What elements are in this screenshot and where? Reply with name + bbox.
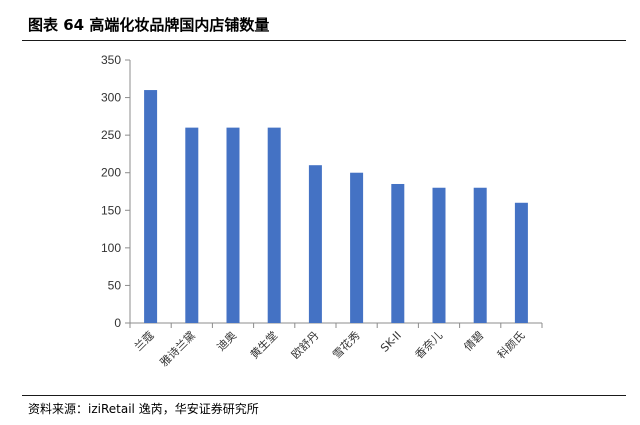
y-axis: 0 50 100 150 200 250 300 350 (101, 53, 131, 330)
y-tick-label: 100 (101, 241, 121, 255)
source-rule (22, 395, 626, 396)
x-tick-label: 倩碧 (462, 329, 487, 354)
bar (391, 183, 405, 323)
y-tick-label: 0 (114, 316, 121, 330)
x-tick-label: 雪花秀 (330, 329, 363, 362)
x-tick-label: 兰蔻 (132, 329, 157, 354)
title-rule (22, 40, 626, 41)
bars (144, 90, 528, 323)
category-labels: 兰蔻 雅诗兰黛 迪奥 黄生堂 欧舒丹 雪花秀 SK-II 香奈儿 倩碧 科颜氏 (132, 328, 528, 369)
x-tick-label: 黄生堂 (247, 328, 280, 361)
bar (267, 127, 281, 323)
bar (514, 202, 528, 323)
x-tick-label: SK-II (378, 329, 404, 355)
bar (473, 187, 487, 323)
y-tick-label: 250 (101, 128, 121, 142)
x-axis (129, 322, 543, 328)
y-tick-label: 50 (108, 278, 122, 292)
bar (350, 172, 364, 323)
y-tick-label: 150 (101, 203, 121, 217)
bar (308, 165, 322, 323)
y-tick-label: 350 (101, 53, 121, 67)
bar (432, 187, 446, 323)
source-note: 资料来源：iziRetail 逸芮，华安证券研究所 (28, 402, 259, 416)
x-tick-label: 香奈儿 (412, 328, 445, 361)
bar (226, 127, 240, 323)
x-tick-label: 科颜氏 (494, 328, 527, 361)
x-tick-label: 雅诗兰黛 (157, 328, 198, 369)
y-tick-label: 300 (101, 91, 121, 105)
x-tick-label: 迪奥 (214, 328, 239, 353)
x-tick-label: 欧舒丹 (288, 328, 321, 361)
y-tick-label: 200 (101, 166, 121, 180)
bar (144, 90, 158, 323)
figure-title: 图表 64 高端化妆品牌国内店铺数量 (28, 16, 270, 34)
bar (185, 127, 199, 323)
